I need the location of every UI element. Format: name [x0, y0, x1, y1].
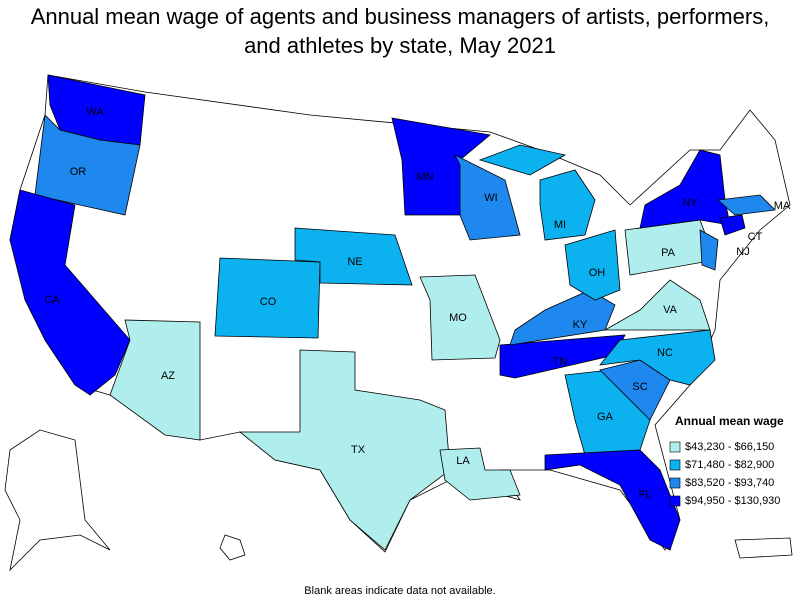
- state-label: CT: [748, 231, 763, 243]
- legend-swatch: [669, 495, 681, 507]
- state-label: TN: [553, 356, 568, 368]
- state-label: KY: [573, 319, 588, 331]
- state-region: [9, 189, 131, 396]
- state-label: NE: [347, 256, 362, 268]
- state-label: TX: [351, 444, 366, 456]
- alaska: [4, 429, 111, 572]
- legend-swatch: [669, 477, 681, 489]
- state-region: [478, 144, 567, 176]
- state-region: [699, 229, 719, 271]
- state-label: MO: [449, 312, 467, 324]
- legend-swatch: [669, 459, 681, 471]
- state-label: MI: [554, 219, 566, 231]
- state-label: OR: [70, 166, 87, 178]
- legend-label: $94,950 - $130,930: [685, 495, 780, 507]
- state-label: NJ: [736, 246, 749, 258]
- state-label: WI: [484, 192, 497, 204]
- state-region: [539, 169, 596, 241]
- state-region: [599, 329, 716, 386]
- state-region: [214, 257, 321, 339]
- legend-label: $43,230 - $66,150: [685, 441, 774, 453]
- state-label: MA: [774, 200, 791, 212]
- state-region: [603, 279, 711, 331]
- state-region: [719, 214, 746, 236]
- legend-label: $71,480 - $82,900: [685, 459, 774, 471]
- state-region: [564, 229, 621, 301]
- state-region: [109, 319, 201, 441]
- state-label: FL: [639, 489, 652, 501]
- legend-label: $83,520 - $93,740: [685, 477, 774, 489]
- state-region: [238, 349, 451, 551]
- state-region: [717, 194, 776, 216]
- state-region: [499, 334, 626, 379]
- state-region: [439, 447, 521, 501]
- state-label: NC: [657, 347, 673, 359]
- state-region: [419, 274, 501, 361]
- state-label: SC: [632, 381, 647, 393]
- state-label: MN: [416, 171, 433, 183]
- state-label: CO: [260, 296, 277, 308]
- legend-swatch: [669, 441, 681, 453]
- state-region: [544, 449, 681, 551]
- footnote: Blank areas indicate data not available.: [304, 585, 495, 597]
- state-label: NY: [682, 197, 698, 209]
- state-label: VA: [663, 304, 678, 316]
- state-label: AZ: [161, 370, 175, 382]
- state-region: [454, 154, 521, 241]
- puerto-rico: [734, 537, 793, 559]
- state-label: PA: [661, 247, 676, 259]
- state-label: WA: [86, 106, 104, 118]
- legend-title: Annual mean wage: [675, 414, 784, 428]
- state-region: [294, 227, 413, 286]
- state-label: OH: [589, 267, 606, 279]
- hawaii: [219, 534, 246, 561]
- state-label: CA: [44, 294, 60, 306]
- state-label: LA: [456, 455, 470, 467]
- state-label: GA: [597, 411, 614, 423]
- map-title: Annual mean wage of agents and business …: [30, 4, 770, 58]
- state-region: [509, 289, 616, 346]
